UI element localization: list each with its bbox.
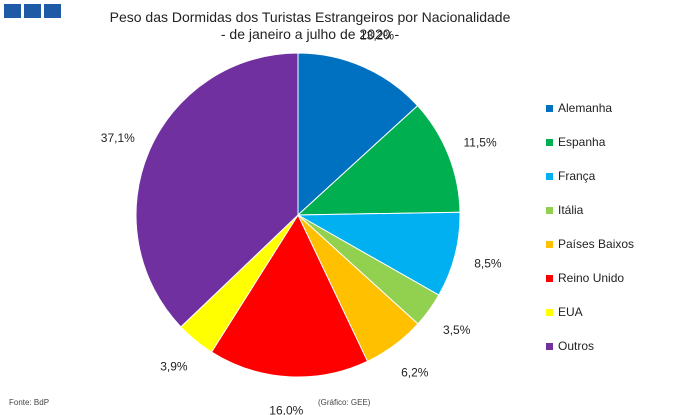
logo-block	[4, 4, 21, 18]
pie-labels: 13,2% 11,5% 8,5% 3,5% 6,2% 16,0% 3,9% 37,1%	[101, 29, 502, 415]
brand-logo-icon	[4, 4, 61, 18]
chart-subtitle: - de janeiro a julho de 2020 -	[220, 26, 400, 42]
legend-item-espanha: Espanha	[546, 134, 634, 168]
legend-swatch	[546, 309, 553, 316]
legend-swatch	[546, 241, 553, 248]
legend-item-italia: Itália	[546, 202, 634, 236]
legend-label: Outros	[558, 339, 595, 353]
legend-item-outros: Outros	[546, 338, 634, 372]
slice-label-eua: 3,9%	[160, 360, 188, 374]
slice-label-espanha: 11,5%	[464, 136, 497, 150]
legend-label: Espanha	[558, 135, 606, 149]
slice-label-franca: 8,5%	[474, 257, 502, 271]
legend-label: Itália	[558, 203, 584, 217]
slice-label-outros: 37,1%	[101, 131, 135, 145]
legend-label: Reino Unido	[558, 271, 625, 285]
legend-item-paises-baixos: Países Baixos	[546, 236, 634, 270]
legend-item-eua: EUA	[546, 304, 634, 338]
pie-slice-franca	[296, 211, 461, 296]
chart-legend: Alemanha Espanha França Itália Países Baixos…	[546, 100, 634, 372]
slice-label-paises-baixos: 6,2%	[401, 365, 429, 379]
legend-swatch	[546, 343, 553, 350]
source-note: Fonte: BdP	[9, 398, 50, 407]
legend-swatch	[546, 139, 553, 146]
legend-swatch	[546, 207, 553, 214]
legend-label: Países Baixos	[558, 237, 635, 251]
slice-label-italia: 3,5%	[443, 323, 471, 337]
pie-slice-reino-unido	[210, 213, 369, 378]
pie-slice-alemanha	[297, 52, 419, 217]
chart-credit: (Gráfico: GEE)	[318, 398, 371, 407]
legend-swatch	[546, 173, 553, 180]
legend-swatch	[546, 275, 553, 282]
legend-label: França	[558, 169, 596, 183]
legend-label: EUA	[558, 305, 583, 319]
pie-slices	[135, 52, 461, 378]
pie-slice-outros	[135, 52, 299, 328]
legend-swatch	[546, 105, 553, 112]
logo-block	[24, 4, 41, 18]
legend-item-franca: França	[546, 168, 634, 202]
chart-title: Peso das Dormidas dos Turistas Estrangei…	[109, 9, 511, 25]
pie-slice-espanha	[296, 104, 461, 216]
slice-label-alemanha: 13,2%	[360, 29, 394, 43]
legend-item-reino-unido: Reino Unido	[546, 270, 634, 304]
legend-item-alemanha: Alemanha	[546, 100, 634, 134]
logo-block	[44, 4, 61, 18]
legend-label: Alemanha	[558, 101, 613, 115]
slice-label-reino-unido: 16,0%	[269, 404, 303, 415]
